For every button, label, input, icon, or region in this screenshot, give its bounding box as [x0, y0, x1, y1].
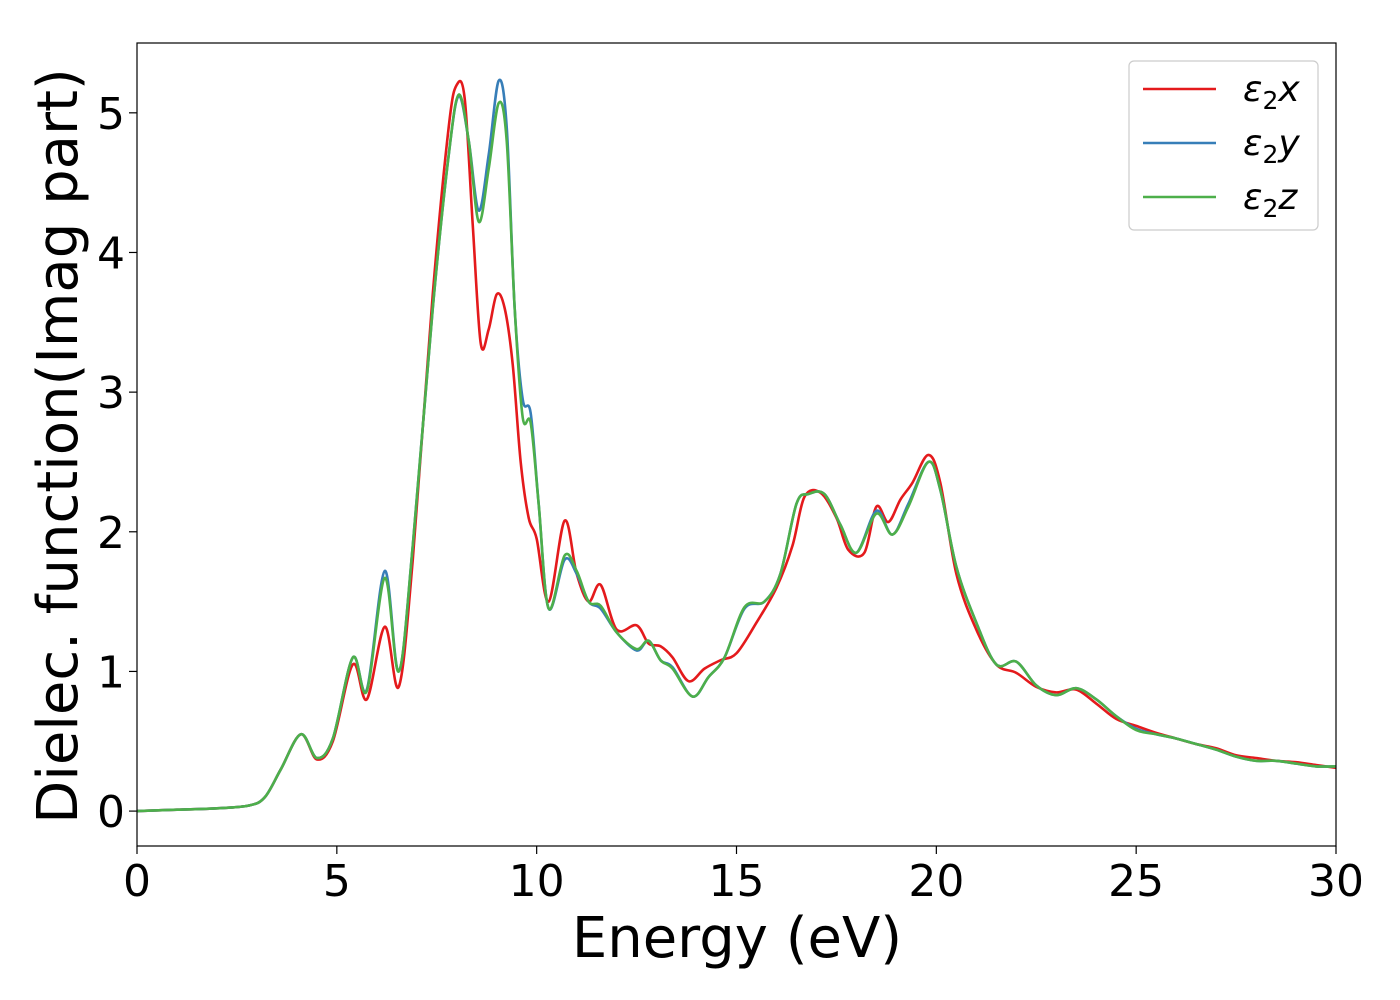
x-tick-label: 15	[709, 856, 765, 907]
x-axis-label: Energy (eV)	[572, 906, 902, 971]
y-tick-label: 3	[97, 368, 125, 419]
x-tick-label: 30	[1308, 856, 1364, 907]
x-tick-label: 25	[1108, 856, 1164, 907]
y-tick-label: 0	[97, 787, 125, 838]
legend: ε2x ε2y ε2z	[1128, 60, 1319, 231]
x-tick-label: 20	[908, 856, 964, 907]
x-tick-label: 5	[323, 856, 351, 907]
legend-label-eps2z: ε2z	[1243, 177, 1298, 223]
legend-label-eps2y: ε2y	[1243, 123, 1300, 169]
series-line-eps2x	[136, 79, 1337, 813]
legend-box	[1128, 60, 1319, 231]
x-tick-label: 0	[123, 856, 151, 907]
y-tick-label: 5	[97, 89, 125, 140]
y-tick-label: 4	[97, 228, 125, 279]
series-line-eps2z	[136, 93, 1337, 813]
axes-layer: 0 5 10 15 20 25 30 0 1 2 3 4 5	[97, 42, 1364, 907]
series-layer	[136, 78, 1337, 813]
y-tick-label: 1	[97, 647, 125, 698]
x-tick-label: 10	[509, 856, 565, 907]
y-axis-label: Dielec. function(Imag part)	[26, 68, 91, 824]
y-tick-label: 2	[97, 508, 125, 559]
legend-label-eps2x: ε2x	[1243, 69, 1300, 115]
